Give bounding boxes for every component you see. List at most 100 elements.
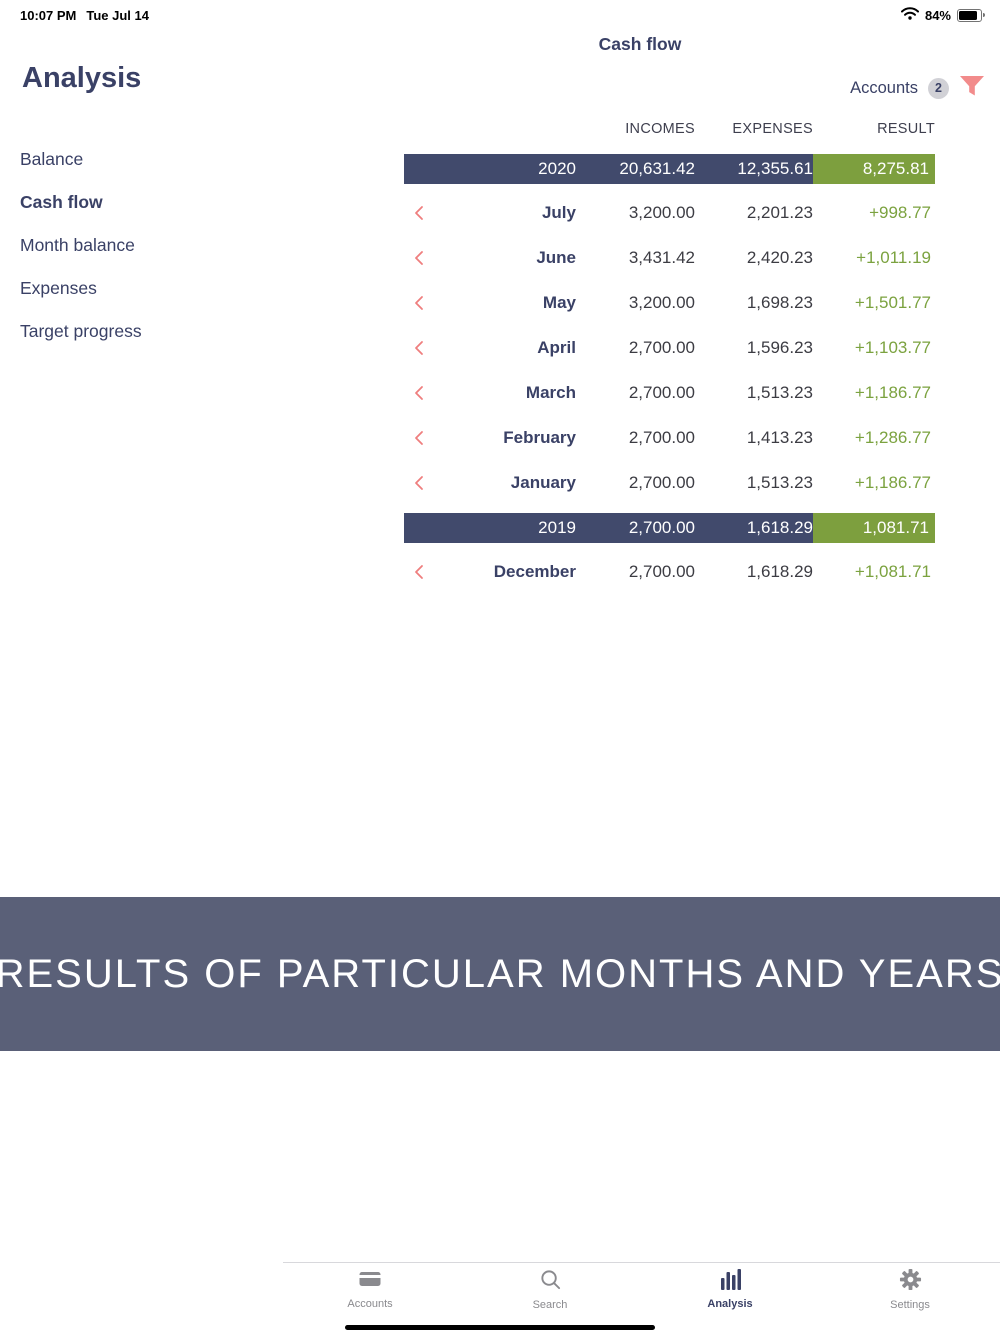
collapse-chevron-icon[interactable] [404, 250, 434, 266]
month-row[interactable]: January 2,700.00 1,513.23 +1,186.77 [404, 460, 935, 505]
chart-bars-icon [718, 1268, 742, 1295]
year-result-value: 8,275.81 [813, 154, 935, 184]
column-header-result: RESULT [877, 121, 935, 137]
tab-label: Analysis [707, 1298, 753, 1310]
month-label: June [536, 247, 576, 267]
year-row[interactable]: 2019 2,700.00 1,618.29 1,081.71 [404, 513, 935, 543]
tab-label: Search [532, 1299, 568, 1311]
month-label: July [541, 202, 576, 222]
incomes-value: 2,700.00 [628, 472, 695, 492]
result-value: +1,103.77 [854, 337, 931, 357]
filter-button[interactable] [959, 75, 985, 102]
result-value: +1,501.77 [854, 292, 931, 312]
collapse-chevron-icon[interactable] [404, 564, 434, 580]
table-header-row: INCOMES EXPENSES RESULT [404, 112, 935, 146]
year-expenses-value: 12,355.61 [737, 159, 813, 178]
collapse-chevron-icon[interactable] [404, 340, 434, 356]
year-result-value: 1,081.71 [813, 513, 935, 543]
year-row[interactable]: 2020 20,631.42 12,355.61 8,275.81 [404, 154, 935, 184]
month-row[interactable]: April 2,700.00 1,596.23 +1,103.77 [404, 325, 935, 370]
tab-search[interactable]: Search [460, 1268, 640, 1311]
month-row[interactable]: December 2,700.00 1,618.29 +1,081.71 [404, 549, 935, 594]
accounts-filter-row: Accounts 2 [850, 74, 985, 102]
month-label: May [542, 292, 576, 312]
nav-title: Cash flow [598, 34, 682, 54]
tab-label: Accounts [347, 1298, 393, 1310]
tab-items: Accounts Search Analysis Settings [280, 1268, 1000, 1311]
status-time: 10:07 PM [20, 7, 77, 23]
month-row[interactable]: February 2,700.00 1,413.23 +1,286.77 [404, 415, 935, 460]
expenses-value: 1,698.23 [746, 292, 813, 312]
battery-icon [957, 8, 985, 22]
status-bar: 10:07 PM Tue Jul 14 84% [0, 0, 1000, 26]
month-label: December [493, 561, 576, 581]
month-label: February [503, 427, 576, 447]
gear-icon [899, 1268, 922, 1296]
expenses-value: 2,420.23 [746, 247, 813, 267]
sidebar-item-target-progress[interactable]: Target progress [20, 321, 142, 341]
tab-accounts[interactable]: Accounts [280, 1268, 460, 1311]
result-value: +1,186.77 [854, 382, 931, 402]
home-indicator[interactable] [345, 1325, 655, 1330]
month-label: April [537, 337, 576, 357]
marketing-banner: RESULTS OF PARTICULAR MONTHS AND YEARS [0, 897, 1000, 1051]
expenses-value: 1,618.29 [746, 561, 813, 581]
sidebar-item-cash-flow[interactable]: Cash flow [20, 192, 103, 212]
tab-label: Settings [890, 1299, 930, 1311]
expenses-value: 1,513.23 [746, 382, 813, 402]
column-header-expenses: EXPENSES [732, 121, 813, 137]
cashflow-table-body: 2020 20,631.42 12,355.61 8,275.81 July 3,200.… [404, 154, 935, 594]
month-row[interactable]: March 2,700.00 1,513.23 +1,186.77 [404, 370, 935, 415]
collapse-chevron-icon[interactable] [404, 475, 434, 491]
year-incomes-value: 2,700.00 [628, 518, 695, 537]
incomes-value: 2,700.00 [628, 561, 695, 581]
year-label: 2019 [538, 518, 576, 537]
result-value: +1,286.77 [854, 427, 931, 447]
tab-analysis[interactable]: Analysis [640, 1268, 820, 1311]
incomes-value: 3,431.42 [628, 247, 695, 267]
column-header-incomes: INCOMES [625, 121, 695, 137]
sidebar-menu: Balance Cash flow Month balance Expenses Tar… [20, 138, 260, 353]
expenses-value: 1,413.23 [746, 427, 813, 447]
tab-bar: Accounts Search Analysis Settings [0, 1262, 1000, 1334]
expenses-value: 1,513.23 [746, 472, 813, 492]
result-value: +1,081.71 [854, 561, 931, 581]
incomes-value: 2,700.00 [628, 382, 695, 402]
expenses-value: 2,201.23 [746, 202, 813, 222]
search-icon [539, 1268, 562, 1296]
accounts-count-badge: 2 [928, 77, 949, 99]
result-value: +1,011.19 [856, 247, 931, 267]
incomes-value: 3,200.00 [628, 292, 695, 312]
page-title: Analysis [22, 62, 142, 94]
result-value: +998.77 [869, 202, 931, 222]
battery-percent: 84% [924, 7, 951, 23]
collapse-chevron-icon[interactable] [404, 295, 434, 311]
sidebar-item-expenses[interactable]: Expenses [20, 278, 97, 298]
cards-icon [358, 1268, 382, 1295]
banner-text: RESULTS OF PARTICULAR MONTHS AND YEARS [0, 951, 1000, 996]
month-row[interactable]: June 3,431.42 2,420.23 +1,011.19 [404, 235, 935, 280]
wifi-icon [900, 7, 919, 23]
sidebar-item-month-balance[interactable]: Month balance [20, 235, 135, 255]
month-row[interactable]: May 3,200.00 1,698.23 +1,501.77 [404, 280, 935, 325]
accounts-label[interactable]: Accounts [850, 78, 918, 97]
year-incomes-value: 20,631.42 [619, 159, 695, 178]
month-label: January [510, 472, 576, 492]
cashflow-table: INCOMES EXPENSES RESULT 2020 20,631.42 12,… [404, 112, 935, 594]
collapse-chevron-icon[interactable] [404, 430, 434, 446]
incomes-value: 2,700.00 [628, 427, 695, 447]
incomes-value: 2,700.00 [628, 337, 695, 357]
tab-settings[interactable]: Settings [820, 1268, 1000, 1311]
month-row[interactable]: July 3,200.00 2,201.23 +998.77 [404, 190, 935, 235]
tab-bar-divider [283, 1262, 1000, 1263]
collapse-chevron-icon[interactable] [404, 205, 434, 221]
collapse-chevron-icon[interactable] [404, 385, 434, 401]
month-label: March [525, 382, 576, 402]
expenses-value: 1,596.23 [746, 337, 813, 357]
funnel-icon [959, 75, 985, 102]
sidebar-item-balance[interactable]: Balance [20, 149, 84, 169]
year-label: 2020 [538, 159, 576, 178]
incomes-value: 3,200.00 [628, 202, 695, 222]
status-date: Tue Jul 14 [86, 7, 149, 23]
